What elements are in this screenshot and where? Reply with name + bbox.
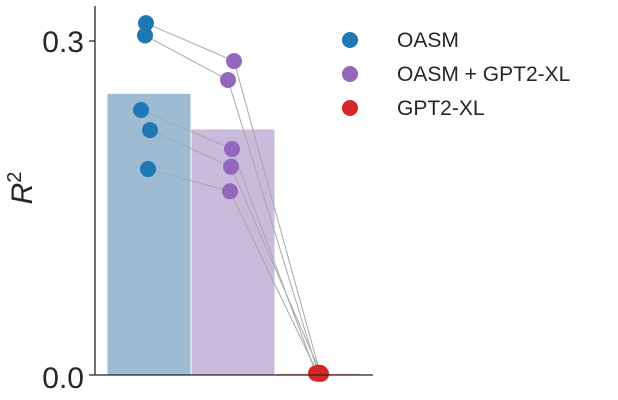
legend-item-oasm-gpt2-xl: OASM + GPT2-XL — [342, 63, 570, 86]
svg-text:R2: R2 — [4, 172, 39, 205]
point-oasm-gpt2-xl-subject-3 — [224, 140, 240, 157]
point-oasm-gpt2-xl-subject-5 — [222, 183, 238, 200]
point-oasm-gpt2-xl-subject-4 — [223, 158, 239, 175]
legend-label-gpt2-xl: GPT2-XL — [397, 97, 485, 120]
point-oasm-subject-1 — [138, 15, 154, 32]
bar-oasm — [106, 92, 192, 376]
legend-label-oasm: OASM — [397, 29, 459, 52]
point-oasm-subject-4 — [142, 122, 158, 139]
legend-marker-oasm-gpt2-xl — [342, 66, 358, 82]
legend-label-oasm-gpt2-xl: OASM + GPT2-XL — [397, 63, 570, 86]
point-oasm-gpt2-xl-subject-2 — [220, 71, 236, 88]
legend-marker-gpt2-xl — [342, 100, 358, 116]
y-axis-label: R2 — [4, 172, 39, 205]
point-oasm-subject-5 — [140, 161, 156, 178]
legend-item-gpt2-xl: GPT2-XL — [342, 97, 485, 120]
legend: OASM OASM + GPT2-XL GPT2-XL — [342, 29, 570, 120]
y-tick-label-1: 0.3 — [42, 26, 84, 59]
point-gpt2-xl-subject-5 — [310, 365, 326, 382]
legend-item-oasm: OASM — [342, 29, 459, 52]
subject-points-group — [133, 15, 329, 382]
point-oasm-subject-2 — [137, 27, 153, 44]
legend-marker-oasm — [342, 32, 358, 48]
point-oasm-subject-3 — [133, 102, 149, 119]
y-tick-label-0: 0.0 — [42, 362, 84, 395]
point-oasm-gpt2-xl-subject-1 — [226, 53, 242, 70]
